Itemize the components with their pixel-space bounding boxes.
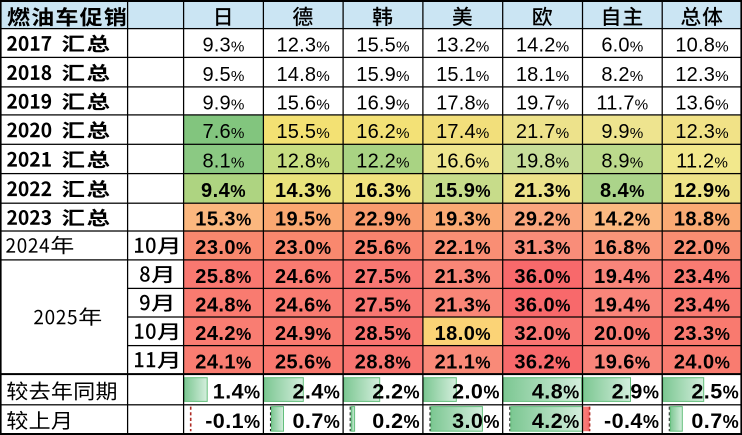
svg-text:16.6%: 16.6% <box>436 151 489 173</box>
svg-text:4.2%: 4.2% <box>532 409 580 433</box>
svg-text:24.0%: 24.0% <box>674 352 730 374</box>
svg-text:18.0%: 18.0% <box>435 323 491 345</box>
svg-text:13.2%: 13.2% <box>436 35 489 57</box>
svg-text:24.1%: 24.1% <box>195 352 251 374</box>
svg-text:28.5%: 28.5% <box>355 323 411 345</box>
svg-text:15.5%: 15.5% <box>356 35 409 57</box>
svg-text:8.1%: 8.1% <box>202 151 244 173</box>
svg-text:17.8%: 17.8% <box>436 93 489 115</box>
svg-text:22.9%: 22.9% <box>355 209 411 231</box>
svg-text:15.6%: 15.6% <box>276 93 329 115</box>
svg-text:3.0%: 3.0% <box>452 409 500 433</box>
svg-text:4.8%: 4.8% <box>532 380 580 404</box>
svg-text:7.6%: 7.6% <box>202 121 244 143</box>
svg-text:29.2%: 29.2% <box>514 209 570 231</box>
svg-text:2.5%: 2.5% <box>691 380 739 404</box>
svg-text:22.1%: 22.1% <box>435 237 491 259</box>
svg-text:27.5%: 27.5% <box>355 266 411 288</box>
svg-text:14.3%: 14.3% <box>275 180 331 202</box>
svg-text:21.3%: 21.3% <box>514 180 570 202</box>
svg-text:9.9%: 9.9% <box>202 93 244 115</box>
svg-text:24.9%: 24.9% <box>275 323 331 345</box>
svg-text:36.2%: 36.2% <box>514 352 570 374</box>
svg-text:16.9%: 16.9% <box>356 93 409 115</box>
svg-text:2.2%: 2.2% <box>372 380 420 404</box>
svg-text:25.6%: 25.6% <box>355 237 411 259</box>
svg-text:16.3%: 16.3% <box>355 180 411 202</box>
svg-text:23.0%: 23.0% <box>195 237 251 259</box>
svg-text:12.9%: 12.9% <box>674 180 730 202</box>
svg-text:18.1%: 18.1% <box>516 64 569 86</box>
svg-text:22.0%: 22.0% <box>674 237 730 259</box>
svg-text:32.0%: 32.0% <box>514 323 570 345</box>
svg-text:14.8%: 14.8% <box>276 64 329 86</box>
svg-text:10.8%: 10.8% <box>675 35 728 57</box>
svg-text:13.6%: 13.6% <box>675 93 728 115</box>
svg-text:24.6%: 24.6% <box>275 266 331 288</box>
svg-text:15.9%: 15.9% <box>356 64 409 86</box>
svg-text:2.4%: 2.4% <box>293 380 341 404</box>
svg-text:23.0%: 23.0% <box>275 237 331 259</box>
svg-text:20.0%: 20.0% <box>594 323 650 345</box>
svg-text:0.7%: 0.7% <box>293 409 341 433</box>
svg-text:24.6%: 24.6% <box>275 294 331 316</box>
svg-text:17.4%: 17.4% <box>436 121 489 143</box>
svg-text:15.5%: 15.5% <box>276 121 329 143</box>
svg-text:11.2%: 11.2% <box>676 151 728 173</box>
svg-text:21.7%: 21.7% <box>516 121 569 143</box>
svg-text:19.5%: 19.5% <box>275 209 331 231</box>
svg-text:-0.1%: -0.1% <box>205 409 260 433</box>
svg-text:0.2%: 0.2% <box>372 409 420 433</box>
svg-text:15.9%: 15.9% <box>435 180 491 202</box>
svg-text:14.2%: 14.2% <box>594 209 650 231</box>
svg-text:9.5%: 9.5% <box>202 64 244 86</box>
svg-text:16.2%: 16.2% <box>356 121 409 143</box>
svg-text:21.3%: 21.3% <box>435 294 491 316</box>
svg-text:15.3%: 15.3% <box>195 209 251 231</box>
svg-text:15.1%: 15.1% <box>436 64 489 86</box>
svg-text:25.6%: 25.6% <box>275 352 331 374</box>
svg-text:12.8%: 12.8% <box>276 151 329 173</box>
svg-text:2.9%: 2.9% <box>612 380 660 404</box>
svg-text:12.3%: 12.3% <box>675 121 728 143</box>
svg-text:28.8%: 28.8% <box>355 352 411 374</box>
svg-text:27.5%: 27.5% <box>355 294 411 316</box>
svg-text:25.8%: 25.8% <box>195 266 251 288</box>
svg-text:6.0%: 6.0% <box>601 35 643 57</box>
svg-text:11.7%: 11.7% <box>596 93 648 115</box>
svg-text:9.3%: 9.3% <box>202 35 244 57</box>
svg-text:16.8%: 16.8% <box>594 237 650 259</box>
svg-text:19.7%: 19.7% <box>516 93 569 115</box>
svg-text:19.4%: 19.4% <box>594 266 650 288</box>
svg-text:12.3%: 12.3% <box>276 35 329 57</box>
svg-text:2.0%: 2.0% <box>452 380 500 404</box>
svg-text:24.2%: 24.2% <box>195 323 251 345</box>
svg-text:8.9%: 8.9% <box>601 151 643 173</box>
svg-text:14.2%: 14.2% <box>516 35 569 57</box>
svg-text:24.8%: 24.8% <box>195 294 251 316</box>
svg-text:8.2%: 8.2% <box>601 64 643 86</box>
svg-text:19.3%: 19.3% <box>435 209 491 231</box>
svg-text:31.3%: 31.3% <box>514 237 570 259</box>
svg-text:21.1%: 21.1% <box>435 352 491 374</box>
svg-text:19.4%: 19.4% <box>594 294 650 316</box>
svg-text:23.3%: 23.3% <box>674 323 730 345</box>
svg-text:18.8%: 18.8% <box>674 209 730 231</box>
svg-text:23.4%: 23.4% <box>674 294 730 316</box>
svg-text:36.0%: 36.0% <box>514 266 570 288</box>
svg-text:-0.4%: -0.4% <box>604 409 659 433</box>
svg-text:8.4%: 8.4% <box>600 180 645 202</box>
svg-text:0.7%: 0.7% <box>691 409 739 433</box>
svg-text:23.4%: 23.4% <box>674 266 730 288</box>
svg-text:36.0%: 36.0% <box>514 294 570 316</box>
svg-text:21.3%: 21.3% <box>435 266 491 288</box>
svg-text:9.4%: 9.4% <box>201 180 246 202</box>
svg-text:19.6%: 19.6% <box>594 352 650 374</box>
svg-text:12.2%: 12.2% <box>356 151 409 173</box>
svg-text:9.9%: 9.9% <box>601 121 643 143</box>
svg-text:19.8%: 19.8% <box>516 151 569 173</box>
svg-text:12.3%: 12.3% <box>675 64 728 86</box>
svg-text:1.4%: 1.4% <box>213 380 261 404</box>
